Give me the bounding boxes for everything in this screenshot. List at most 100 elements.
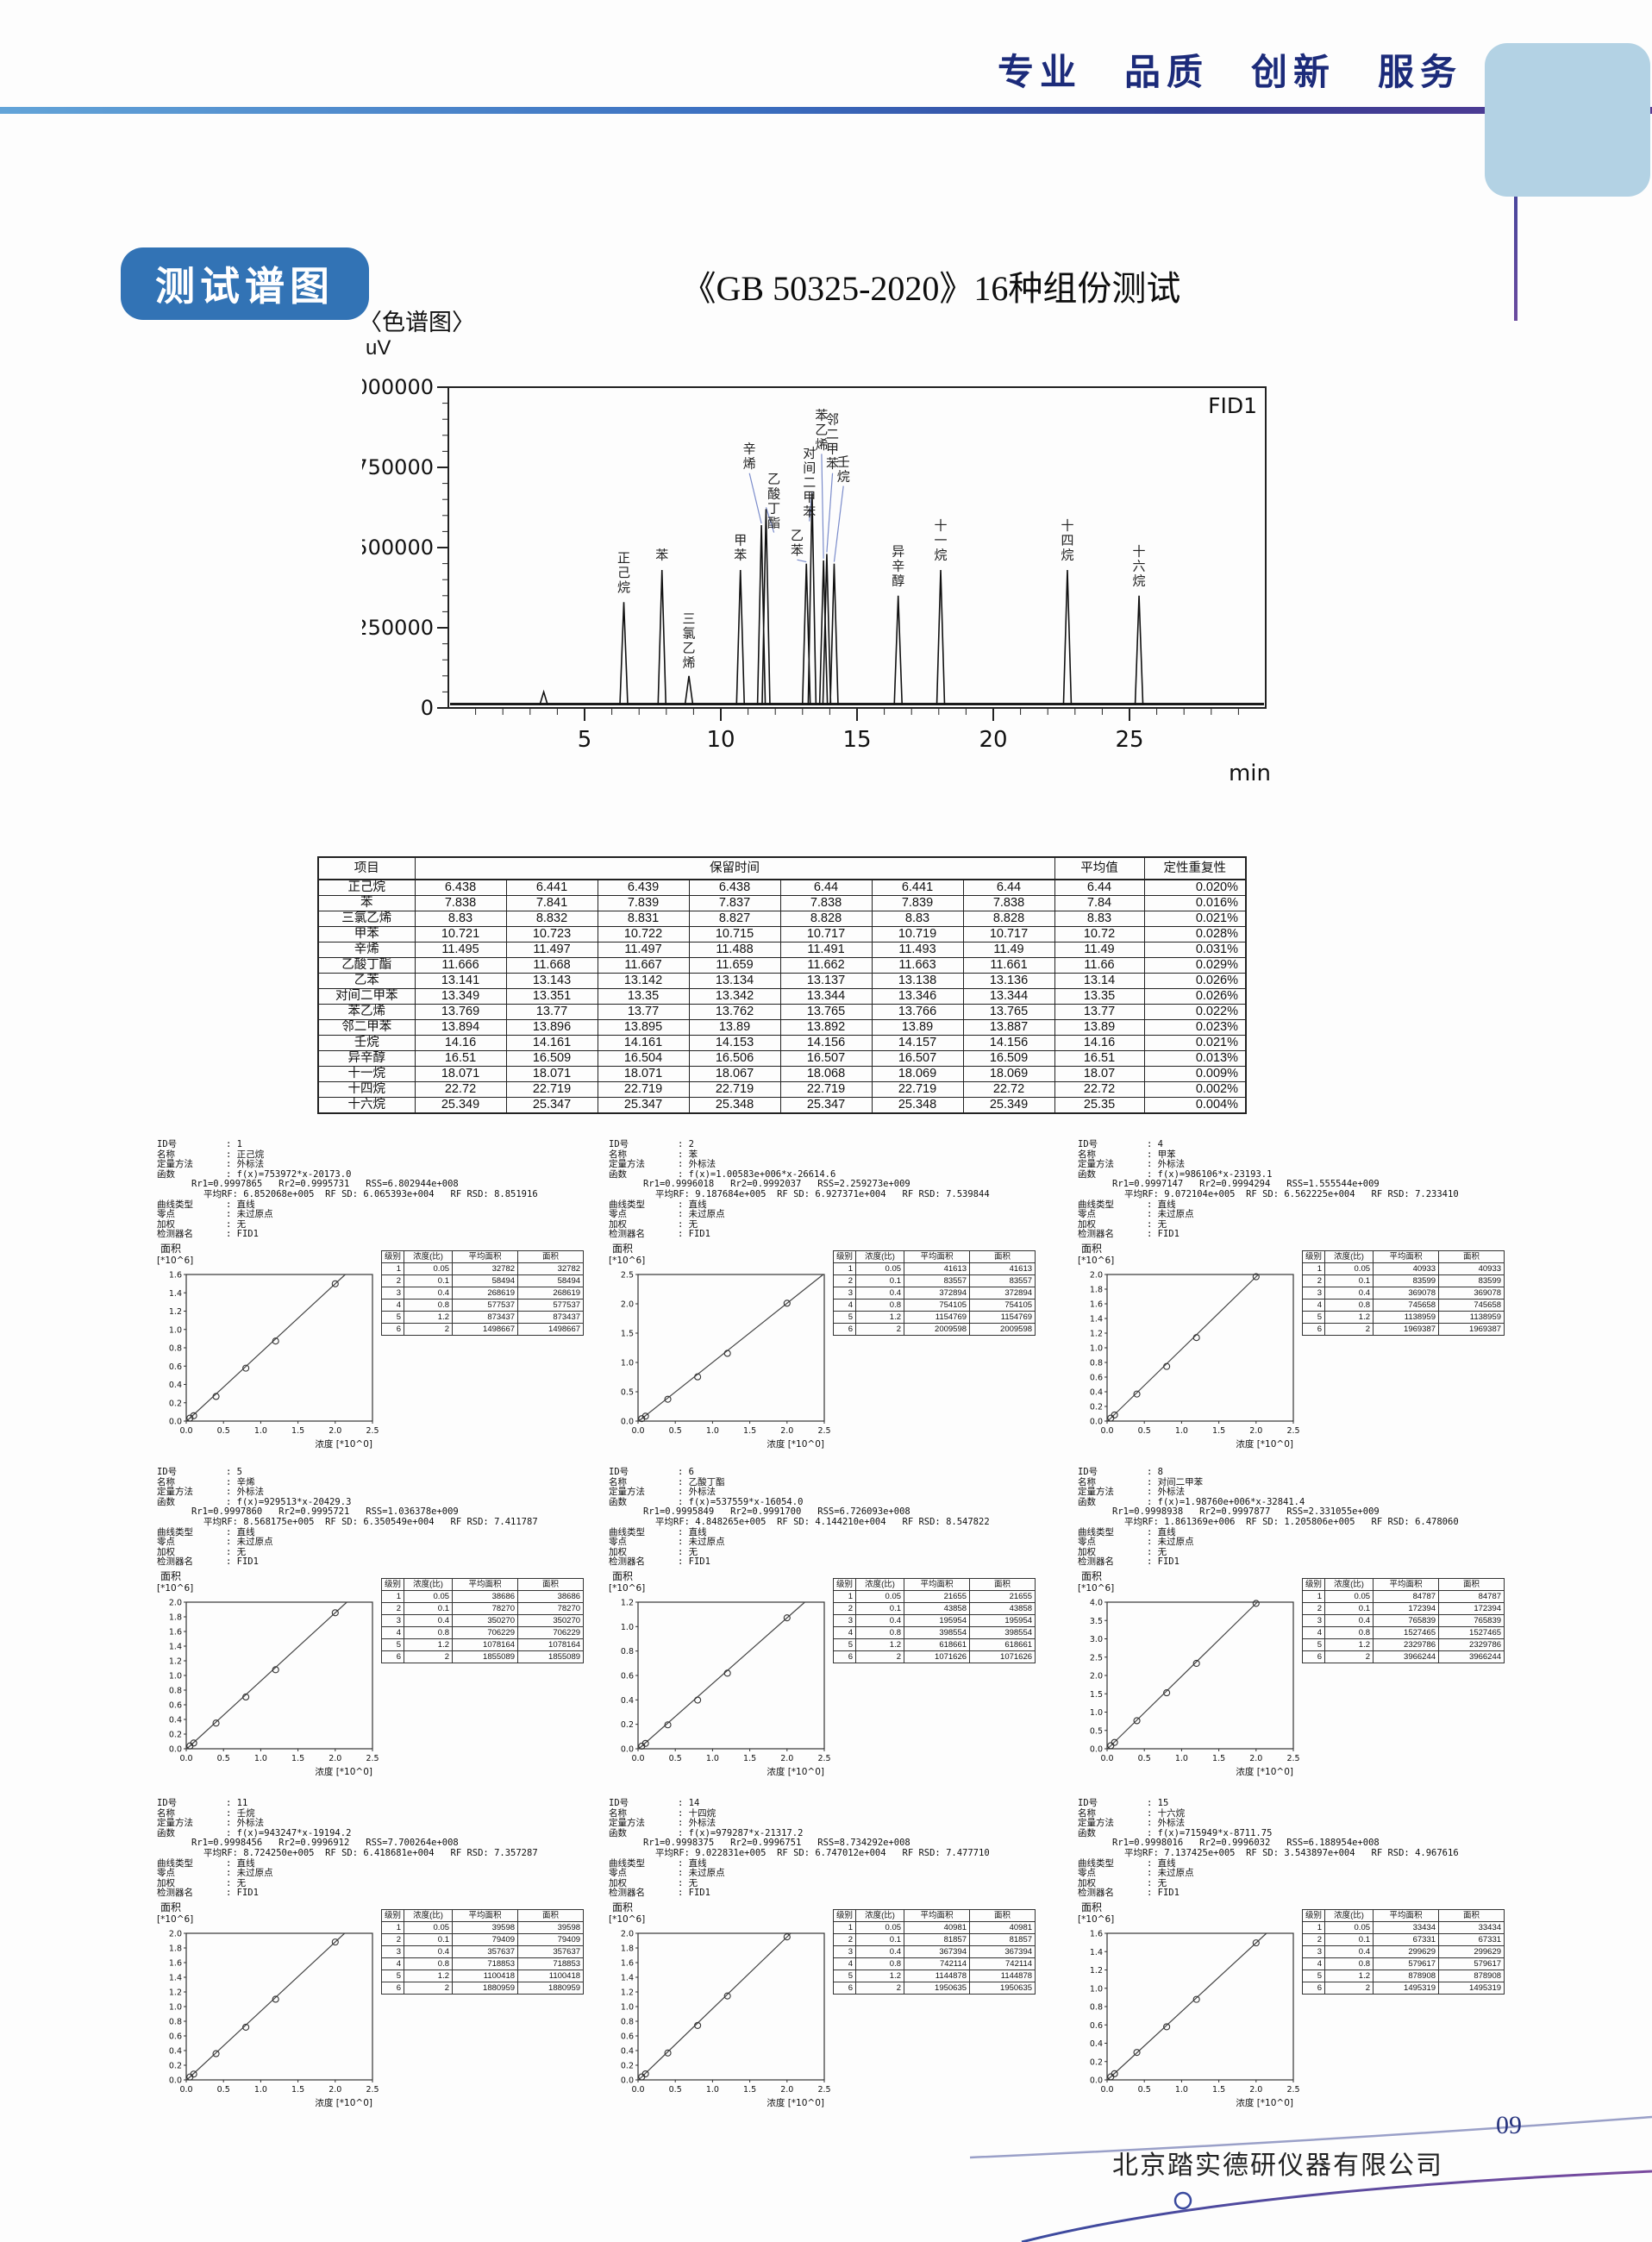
table-header-row: 级别 浓度(比) 平均面积 面积 (1301, 1250, 1505, 1263)
param-correlation: Rr1=0.9996018 Rr2=0.9992037 RSS=2.259273… (643, 1179, 910, 1190)
cell: 0.1 (404, 1602, 454, 1615)
table-row: 1 0.05 33434 33434 (1301, 1921, 1505, 1934)
svg-text:0.5: 0.5 (1138, 1426, 1151, 1436)
cell: 1100418 (452, 1970, 519, 1982)
cell: 41613 (969, 1262, 1036, 1275)
svg-text:0.4: 0.4 (1090, 1388, 1103, 1398)
svg-text:1.0: 1.0 (621, 1623, 634, 1632)
table-header-row: 级别 浓度(比) 平均面积 面积 (380, 1578, 585, 1591)
param-curve-type: 曲线类型: 直线 (1078, 1199, 1176, 1210)
svg-text:1.2: 1.2 (1090, 1330, 1103, 1339)
svg-text:[*10^6]: [*10^6] (157, 1583, 193, 1594)
table-row: 1 0.05 39598 39598 (380, 1921, 585, 1934)
peak (822, 554, 832, 705)
cell: 40933 (1373, 1262, 1440, 1275)
cell: 0.1 (404, 1274, 454, 1287)
cell: 2 (404, 1982, 454, 1995)
cell: 14.161 (597, 1035, 690, 1051)
table-row: 5 1.2 878908 878908 (1301, 1970, 1505, 1982)
param-zero-point: 零点: 未过原点 (1078, 1537, 1194, 1548)
cell: 3 (380, 1287, 405, 1299)
param-weighting: 加权: 无 (1078, 1546, 1167, 1557)
cell: 16.507 (779, 1050, 873, 1067)
peak (829, 563, 839, 705)
svg-text:0.0: 0.0 (621, 1745, 634, 1755)
cell: 7.839 (597, 895, 690, 911)
cell: 367394 (969, 1945, 1036, 1958)
param-weighting: 加权: 无 (157, 1218, 247, 1230)
table-row: 2 0.1 172394 172394 (1301, 1602, 1505, 1615)
cell: 0.1 (855, 1602, 905, 1615)
svg-text:2.0: 2.0 (169, 1599, 182, 1608)
param-detector: 检测器名: FID1 (157, 1888, 259, 1899)
peak-label: 乙苯 (791, 528, 804, 558)
cell: 0.028% (1143, 926, 1247, 943)
cell: 14.157 (871, 1035, 964, 1051)
cell: 5 (380, 1311, 405, 1324)
cell: 81857 (904, 1933, 971, 1946)
svg-text:1.5: 1.5 (1212, 2085, 1225, 2095)
cell: 0.1 (1324, 1274, 1374, 1287)
col-header: 面积 (1438, 1250, 1505, 1263)
cell: 0.05 (404, 1590, 454, 1603)
param-name: 名称: 甲苯 (1078, 1149, 1176, 1160)
peak-leader (765, 507, 775, 533)
table-row: 2 0.1 79409 79409 (380, 1933, 585, 1946)
peak (1062, 570, 1073, 705)
cell: 1 (1301, 1590, 1326, 1603)
table-header-row: 项目 保留时间 平均值 定性重复性 (317, 856, 1247, 880)
svg-text:1.0: 1.0 (1175, 2085, 1188, 2095)
table-header-row: 级别 浓度(比) 平均面积 面积 (832, 1250, 1036, 1263)
table-row: 6 2 2009598 2009598 (832, 1323, 1036, 1336)
svg-text:0.0: 0.0 (1090, 1745, 1103, 1755)
col-header: 平均面积 (452, 1250, 519, 1263)
cell: 742114 (969, 1957, 1036, 1970)
table-header-row: 级别 浓度(比) 平均面积 面积 (832, 1909, 1036, 1922)
svg-text:0.4: 0.4 (621, 2047, 634, 2057)
cell: 0.8 (855, 1957, 905, 1970)
svg-text:0.2: 0.2 (169, 2062, 182, 2071)
param-rf-stats: 平均RF: 9.072104e+005 RF SD: 6.562225e+004… (1124, 1188, 1459, 1199)
svg-text:0.6: 0.6 (169, 1701, 182, 1711)
cell: 25.349 (414, 1097, 507, 1114)
cell: 11.668 (505, 957, 598, 974)
calibration-panel-甲苯: ID号: 4 名称: 甲苯 定量方法: 外标法 函数: f(x)=986106*x-2… (1078, 1139, 1513, 1463)
param-zero-point: 零点: 未过原点 (609, 1868, 725, 1879)
cell: 40981 (904, 1921, 971, 1934)
param-correlation: Rr1=0.9995849 Rr2=0.9991700 RSS=6.726093… (643, 1506, 910, 1518)
table-row: 苯乙烯 13.769 13.77 13.77 13.762 13.765 13.766 13.… (317, 1004, 1247, 1020)
svg-text:0.0: 0.0 (1090, 2076, 1103, 2086)
cell: 1154769 (969, 1311, 1036, 1324)
param-id: ID号: 2 (609, 1139, 694, 1149)
cell: 16.51 (1054, 1050, 1145, 1067)
col-header-average: 平均值 (1054, 856, 1145, 880)
param-weighting: 加权: 无 (157, 1877, 247, 1888)
cell: 14.153 (688, 1035, 781, 1051)
cell: 22.719 (597, 1081, 690, 1098)
param-method: 定量方法: 外标法 (609, 1818, 716, 1829)
peak-leader (797, 559, 807, 563)
svg-text:0.0: 0.0 (621, 1418, 634, 1427)
cell: 1.2 (404, 1638, 454, 1651)
cell: 21655 (969, 1590, 1036, 1603)
cell: 1880959 (452, 1982, 519, 1995)
svg-text:0.4: 0.4 (169, 2047, 182, 2057)
cell: 6.44 (1054, 879, 1145, 896)
svg-text:1.0: 1.0 (1090, 1984, 1103, 1994)
cell: 6.438 (414, 879, 507, 896)
calibration-fit-line (186, 1274, 346, 1422)
cell: 579617 (1438, 1957, 1505, 1970)
param-correlation: Rr1=0.9998938 Rr2=0.9997877 RSS=2.331055… (1112, 1506, 1380, 1518)
cell: 0.4 (404, 1614, 454, 1627)
cell: 40981 (969, 1921, 1036, 1934)
cell: 84787 (1373, 1590, 1440, 1603)
svg-text:[*10^6]: [*10^6] (609, 1256, 645, 1266)
cell: 1071626 (904, 1650, 971, 1663)
svg-text:面积: 面积 (1081, 1901, 1102, 1913)
cell: 10.715 (688, 926, 781, 943)
table-row: 5 1.2 618661 618661 (832, 1638, 1036, 1651)
param-function: 函数: f(x)=1.98760e+006*x-32841.4 (1078, 1496, 1305, 1507)
cell: 5 (1301, 1638, 1326, 1651)
cell: 83599 (1438, 1274, 1505, 1287)
